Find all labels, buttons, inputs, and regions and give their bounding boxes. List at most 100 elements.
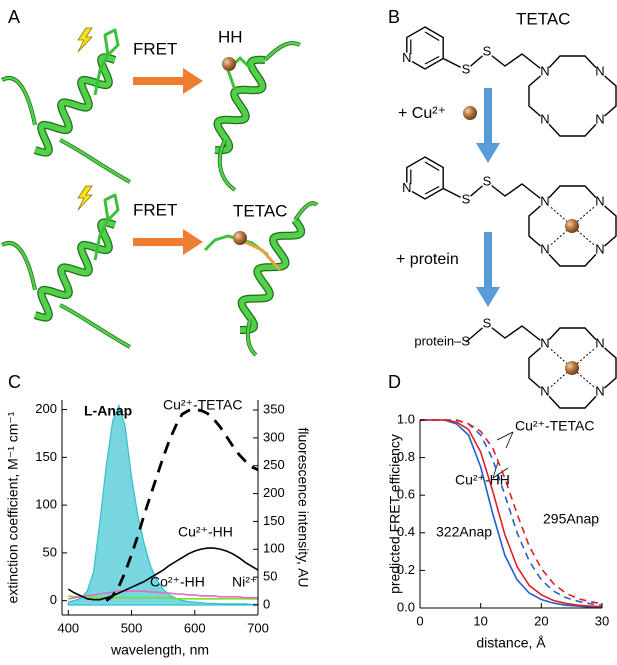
- line: [420, 419, 603, 605]
- y2-tick-label: 250: [263, 457, 285, 472]
- series-label: Cu²⁺-TETAC: [163, 397, 242, 413]
- annotation: Cu²⁺-TETAC: [515, 418, 594, 434]
- y-tick-label: 50: [43, 544, 57, 559]
- annotation: 322Anap: [436, 524, 492, 540]
- y2-tick-label: 150: [263, 513, 285, 528]
- y2-tick-label: 100: [263, 541, 285, 556]
- bond: [486, 323, 546, 345]
- series-label: Cu²⁺-HH: [178, 524, 233, 540]
- pointer: [492, 461, 499, 479]
- step-label: + protein: [396, 251, 459, 268]
- y2-tick-label: 350: [263, 401, 285, 416]
- fret-label: FRET: [133, 200, 177, 219]
- y2-tick-label: 300: [263, 429, 285, 444]
- y-tick-label: 0.8: [397, 449, 415, 464]
- atom-label: N: [540, 63, 549, 78]
- atom-bg: [400, 182, 413, 195]
- atom-bg: [481, 46, 493, 58]
- line: [420, 419, 603, 608]
- y2-tick-label: 50: [263, 569, 277, 584]
- y-tick-label: 1.0: [397, 411, 415, 426]
- x-axis-label: wavelength, nm: [110, 642, 209, 658]
- atom-label: N: [595, 111, 604, 126]
- atom-bg: [481, 176, 493, 188]
- atom-bg: [400, 52, 413, 65]
- y-tick-label: 200: [35, 401, 57, 416]
- y-tick-label: 0.4: [397, 524, 415, 539]
- reaction-arrows: [476, 88, 500, 307]
- atom-label: N: [540, 193, 549, 208]
- atom-bg: [539, 196, 551, 208]
- line: [68, 590, 258, 600]
- atom-label: S: [483, 173, 492, 188]
- atom-label: S: [483, 315, 492, 330]
- y-tick-label: 0.6: [397, 487, 415, 502]
- line: [105, 408, 259, 602]
- atom-label: N: [540, 335, 549, 350]
- x-tick-label: 0: [416, 613, 423, 628]
- series-label: L-Anap: [84, 403, 132, 419]
- ring: [406, 26, 444, 70]
- bond: [486, 51, 546, 73]
- panel-label: A: [8, 7, 20, 27]
- atom-bg: [594, 66, 606, 78]
- coil: [264, 41, 301, 61]
- x-tick-label: 600: [184, 620, 206, 635]
- y-tick-label: 150: [35, 449, 57, 464]
- y-axis-label: predicted FRET efficiency: [387, 434, 403, 594]
- atom-bg: [539, 244, 551, 256]
- coil: [246, 319, 257, 356]
- series-label: Co²⁺-HH: [150, 574, 205, 590]
- x-tick-label: 30: [595, 613, 609, 628]
- lightning: [77, 27, 93, 53]
- area: [67, 403, 259, 606]
- arrow: [476, 88, 500, 163]
- y2-tick-label: 0: [263, 596, 270, 611]
- atom-bg: [594, 114, 606, 126]
- line: [67, 547, 259, 601]
- helix: [238, 218, 304, 333]
- x-tick-label: 500: [121, 620, 143, 635]
- coil: [293, 201, 318, 221]
- bond: [486, 181, 546, 203]
- atom-label: N: [595, 383, 604, 398]
- copper-ion: [463, 106, 477, 120]
- ring: [406, 156, 444, 200]
- atom-bg: [594, 338, 606, 350]
- molecule-title: TETAC: [516, 9, 570, 28]
- product-label: HH: [218, 27, 243, 46]
- pointer-lines: [492, 431, 514, 479]
- coil: [1, 241, 37, 291]
- atom-bg: [594, 386, 606, 398]
- atom-label: N: [595, 193, 604, 208]
- copper-ion: [565, 361, 579, 375]
- annotation: 295Anap: [543, 511, 599, 527]
- panel-label: D: [388, 372, 401, 392]
- copper-ion: [222, 57, 236, 71]
- atom-bg: [481, 318, 493, 330]
- double-bond: [410, 31, 440, 65]
- coil: [1, 76, 37, 126]
- atom-label: N: [540, 111, 549, 126]
- side-chain: [93, 28, 120, 96]
- annotation: Cu²⁺-HH: [455, 472, 510, 488]
- y-tick-label: 100: [35, 497, 57, 512]
- coil: [59, 138, 131, 184]
- pointer: [505, 431, 514, 449]
- x-tick-label: 400: [57, 620, 79, 635]
- series-label: Ni²⁺: [232, 574, 257, 590]
- side-chain: [93, 193, 120, 261]
- arrow: [476, 232, 500, 307]
- arrow: [133, 68, 203, 94]
- x-tick-label: 20: [534, 613, 548, 628]
- atom-label: N: [402, 180, 411, 195]
- helix-group: [1, 28, 319, 357]
- product-label: TETAC: [233, 201, 287, 220]
- panel-label: C: [8, 372, 21, 392]
- atom-bg: [594, 196, 606, 208]
- panel-label: B: [388, 7, 400, 27]
- atom-label: N: [540, 383, 549, 398]
